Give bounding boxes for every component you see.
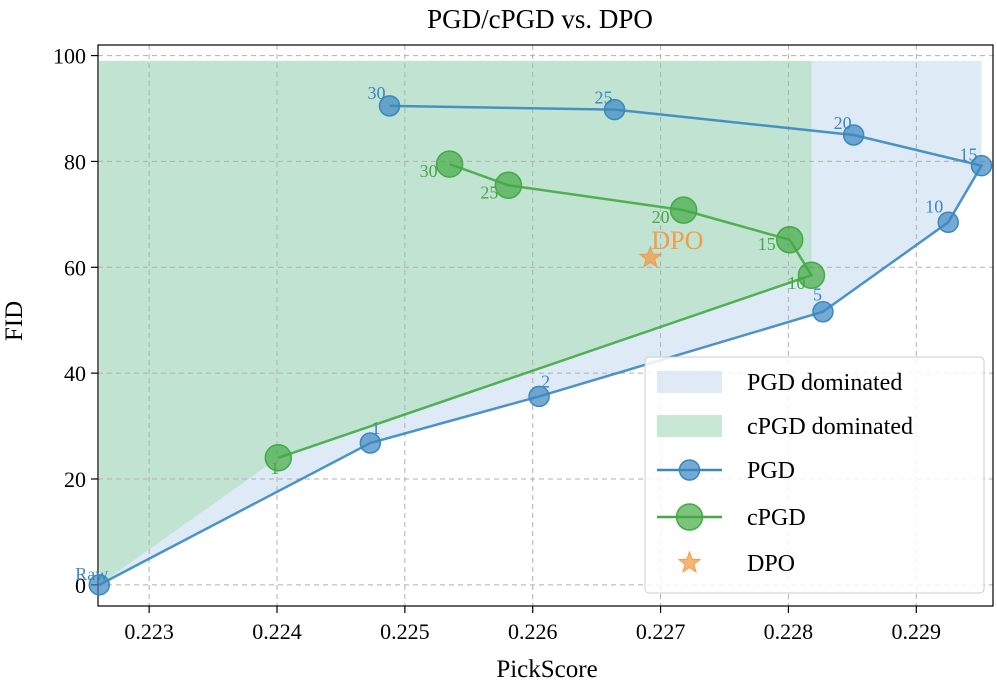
- pgd-point: [970, 154, 993, 177]
- pgd-point-label: 1: [371, 418, 380, 438]
- cpgd-point-label: 15: [758, 234, 776, 254]
- dpo-point: [638, 245, 663, 268]
- x-tick-label: 0.226: [508, 619, 558, 644]
- cpgd-point-label: 20: [652, 207, 670, 227]
- y-tick-label: 0: [75, 573, 86, 598]
- cpgd-point-label: 1: [270, 458, 279, 478]
- cpgd-point-label: 25: [480, 182, 498, 202]
- dpo-annotation: DPO: [651, 226, 703, 255]
- pgd-point: [937, 211, 959, 234]
- pgd-point: [88, 574, 111, 596]
- plot-frame: [97, 44, 994, 607]
- x-tick-label: 0.225: [380, 619, 430, 644]
- pgd-point: [359, 432, 382, 454]
- pgd-point-label: 15: [959, 145, 977, 165]
- pgd-point: [378, 95, 401, 117]
- legend-label-pgd: PGD: [747, 458, 795, 484]
- cpgd-point-label: 10: [787, 273, 805, 293]
- y-axis-ticks: 0 20 40 60 80 100: [53, 44, 98, 598]
- x-tick-label: 0.224: [252, 619, 302, 644]
- cpgd-point: [264, 444, 293, 472]
- legend-label-dpo: DPO: [747, 551, 795, 577]
- pgd-point-label: 2: [541, 371, 550, 391]
- y-tick-label: 40: [64, 361, 86, 386]
- x-tick-label: 0.228: [764, 619, 814, 644]
- pgd-point-label: Raw: [75, 564, 108, 584]
- pgd-point-label: 20: [834, 113, 852, 133]
- cpgd-point: [669, 196, 698, 224]
- cpgd-point: [797, 261, 826, 289]
- legend-marker-dpo: [677, 550, 702, 574]
- legend-swatch-pgd-dominated: [657, 371, 722, 393]
- y-tick-label: 80: [64, 149, 86, 174]
- cpgd-point: [775, 226, 804, 254]
- legend-box: [644, 356, 985, 594]
- y-tick-label: 20: [64, 467, 86, 492]
- x-tick-label: 0.227: [636, 619, 686, 644]
- y-axis-title: FID: [1, 301, 28, 341]
- pgd-point: [528, 385, 550, 408]
- legend-marker-cpgd: [675, 503, 704, 531]
- chart-title: PGD/cPGD vs. DPO: [427, 4, 653, 34]
- legend-label-pgd-dominated: PGD dominated: [747, 370, 902, 396]
- x-axis-ticks: 0.223 0.224 0.225 0.226 0.227 0.228 0.229: [124, 606, 941, 644]
- legend-label-cpgd: cPGD: [747, 505, 806, 531]
- pgd-point-label: 5: [813, 285, 822, 305]
- cpgd-point: [435, 150, 464, 178]
- pgd-point: [812, 300, 834, 323]
- pgd-point: [603, 98, 626, 121]
- cpgd-point: [494, 171, 523, 199]
- legend-swatch-cpgd-dominated: [657, 415, 722, 437]
- axes: [97, 44, 994, 607]
- pgd-point: [842, 124, 865, 146]
- grid-lines: [98, 45, 993, 606]
- y-tick-label: 60: [64, 255, 86, 280]
- pgd-point-label: 10: [925, 196, 943, 216]
- legend: PGD dominated cPGD dominated PGD cPGD DPO: [644, 356, 985, 594]
- legend-label-cpgd-dominated: cPGD dominated: [747, 414, 913, 440]
- x-tick-label: 0.223: [124, 619, 174, 644]
- cpgd-point-label: 30: [420, 161, 438, 181]
- dpo-series: DPO: [638, 226, 703, 268]
- pgd-point-label: 30: [368, 83, 386, 103]
- x-axis-title: PickScore: [496, 656, 597, 683]
- y-tick-label: 100: [53, 44, 86, 69]
- x-tick-label: 0.229: [892, 619, 942, 644]
- legend-marker-pgd: [678, 459, 701, 481]
- pgd-point-label: 25: [595, 88, 613, 108]
